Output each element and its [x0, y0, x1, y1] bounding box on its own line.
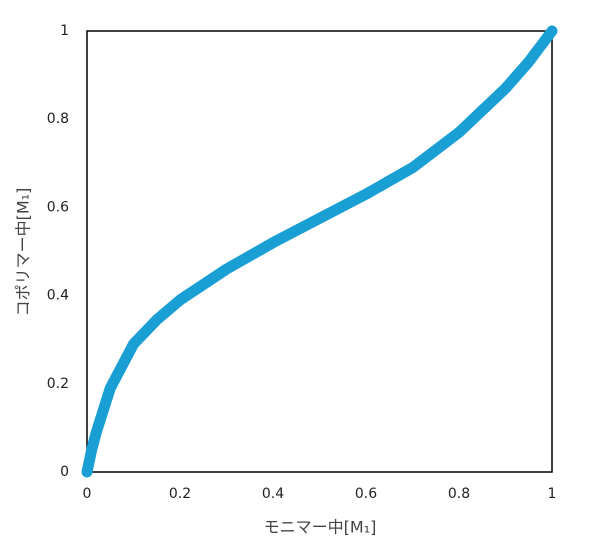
x-tick-label: 0.8 — [448, 486, 470, 502]
x-tick-label: 0 — [83, 486, 92, 502]
x-tick-label: 0.4 — [262, 486, 284, 502]
x-tick-label: 0.2 — [169, 486, 191, 502]
x-tick-label: 1 — [548, 486, 557, 502]
plot-frame — [86, 30, 553, 473]
y-tick-label: 0.4 — [47, 288, 69, 304]
data-line — [81, 25, 558, 478]
y-tick-label: 1 — [60, 23, 69, 39]
y-tick-label: 0 — [60, 464, 69, 480]
y-tick-label: 0.6 — [47, 199, 69, 215]
y-tick-label: 0.2 — [47, 376, 69, 392]
y-axis-title: コポリマー中[M₁] — [14, 188, 33, 317]
x-tick-label: 0.6 — [355, 486, 377, 502]
y-tick-label: 0.8 — [47, 111, 69, 127]
x-axis-title: モニマー中[M₁] — [264, 518, 377, 537]
